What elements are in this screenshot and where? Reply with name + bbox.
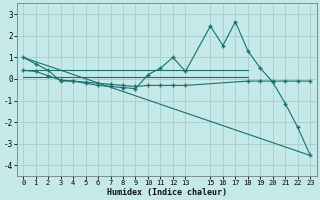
X-axis label: Humidex (Indice chaleur): Humidex (Indice chaleur): [107, 188, 227, 197]
